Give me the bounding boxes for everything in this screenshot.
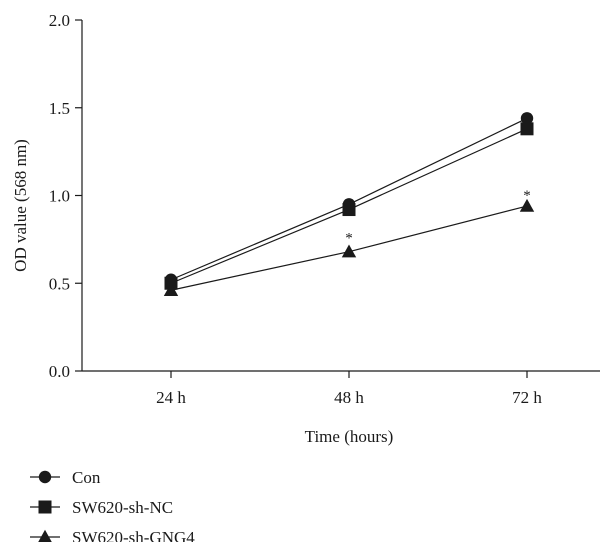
- data-point-square: [342, 203, 356, 217]
- data-point-circle: [520, 112, 534, 125]
- legend-label: SW620-sh-NC: [72, 498, 173, 517]
- legend-label: SW620-sh-GNG4: [72, 528, 195, 542]
- data-point-square: [520, 122, 534, 136]
- y-tick-label: 0.0: [49, 362, 70, 381]
- legend-marker-triangle: [38, 529, 52, 542]
- legend-marker-circle: [38, 470, 52, 484]
- legend-label: Con: [72, 468, 101, 487]
- significance-asterisk: *: [345, 230, 353, 246]
- y-axis-title: OD value (568 nm): [11, 139, 30, 272]
- series-markers: [163, 112, 535, 297]
- data-point-triangle: [519, 198, 535, 212]
- x-tick-label: 72 h: [512, 388, 542, 407]
- y-tick-label: 1.5: [49, 99, 70, 118]
- y-tick-label: 2.0: [49, 11, 70, 30]
- legend-marker-square: [38, 500, 52, 514]
- significance-asterisk: *: [523, 188, 531, 204]
- y-tick-label: 0.5: [49, 274, 70, 293]
- data-point-triangle: [163, 283, 179, 297]
- y-tick-label: 1.0: [49, 187, 70, 206]
- legend: Con SW620-sh-NC SW620-sh-GNG4: [30, 468, 195, 542]
- x-ticks: 24 h 48 h 72 h: [156, 371, 542, 407]
- x-axis-title: Time (hours): [305, 427, 394, 446]
- y-ticks: 0.0 0.5 1.0 1.5 2.0: [49, 11, 82, 381]
- data-point-triangle: [341, 244, 357, 258]
- x-tick-label: 48 h: [334, 388, 364, 407]
- significance-annotations: **: [345, 188, 531, 246]
- x-tick-label: 24 h: [156, 388, 186, 407]
